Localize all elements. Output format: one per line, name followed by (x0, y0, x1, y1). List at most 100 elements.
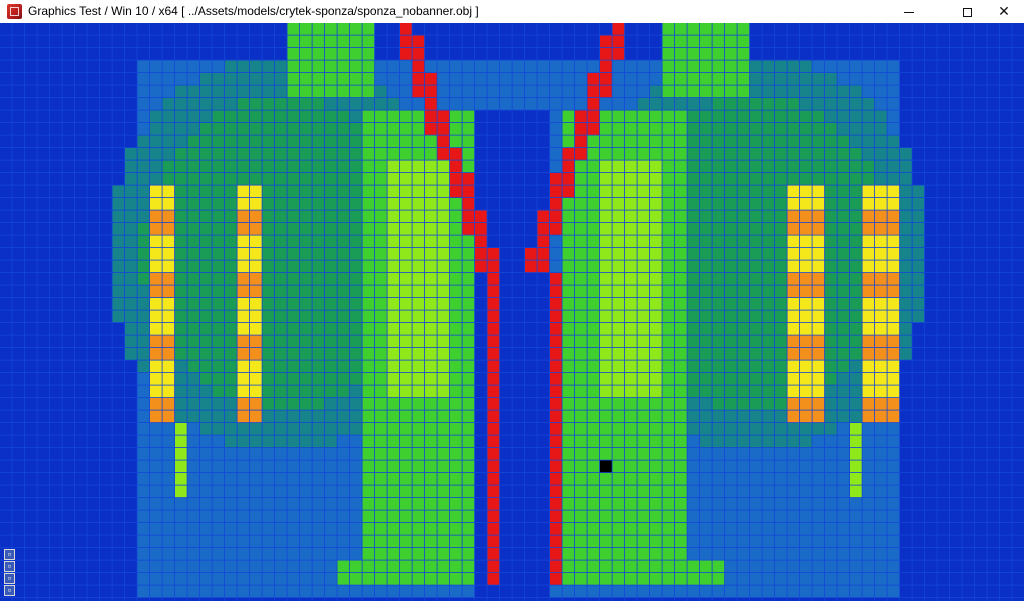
heatmap-cell (850, 348, 862, 360)
heatmap-cell (37, 173, 50, 185)
heatmap-cell (425, 335, 437, 348)
heatmap-cell (887, 198, 900, 210)
heatmap-cell (137, 298, 150, 310)
overlay-icon-1[interactable]: ▫ (4, 549, 15, 560)
heatmap-cell (150, 473, 162, 485)
heatmap-cell (212, 35, 225, 48)
heatmap-cell (50, 385, 62, 398)
heatmap-cell (75, 148, 87, 160)
heatmap-cell (737, 185, 750, 198)
heatmap-cell (175, 498, 187, 510)
heatmap-cell (0, 335, 12, 348)
heatmap-cell (62, 448, 75, 460)
heatmap-cell (537, 348, 550, 360)
heatmap-cell (812, 423, 825, 435)
heatmap-cell (1000, 573, 1012, 585)
heatmap-cell (850, 485, 862, 498)
heatmap-cell (237, 85, 250, 98)
heatmap-cell (37, 473, 50, 485)
heatmap-cell (550, 410, 562, 423)
heatmap-cell (112, 210, 125, 223)
heatmap-cell (525, 223, 537, 235)
heatmap-cell (437, 323, 450, 335)
heatmap-cell (637, 385, 650, 398)
close-button[interactable]: ✕ (981, 0, 1024, 23)
heatmap-cell (775, 73, 787, 85)
title-bar[interactable]: Graphics Test / Win 10 / x64 [ ../Assets… (0, 0, 1024, 24)
heatmap-cell (987, 598, 1000, 601)
heatmap-cell (875, 373, 887, 385)
heatmap-cell (12, 510, 25, 523)
heatmap-cell (50, 273, 62, 285)
heatmap-cell (575, 260, 587, 273)
heatmap-cell (462, 260, 475, 273)
heatmap-cell (1012, 485, 1024, 498)
heatmap-cell (37, 185, 50, 198)
heatmap-cell (612, 273, 625, 285)
heatmap-cell (487, 48, 500, 60)
heatmap-cell (175, 110, 187, 123)
heatmap-cell (675, 148, 687, 160)
heatmap-cell (825, 185, 837, 198)
heatmap-cell (637, 85, 650, 98)
heatmap-cell (975, 323, 987, 335)
heatmap-cell (287, 35, 300, 48)
heatmap-cell (637, 110, 650, 123)
heatmap-cell (862, 160, 875, 173)
heatmap-cell (0, 410, 12, 423)
heatmap-cell (1012, 110, 1024, 123)
overlay-icon-2[interactable]: ▫ (4, 561, 15, 572)
heatmap-cell (475, 235, 487, 248)
heatmap-cell (262, 423, 275, 435)
heatmap-cell (200, 485, 212, 498)
heatmap-cell (162, 560, 175, 573)
heatmap-cell (687, 373, 700, 385)
heatmap-cell (137, 260, 150, 273)
heatmap-cell (837, 398, 850, 410)
heatmap-cell (637, 460, 650, 473)
heatmap-cell (537, 460, 550, 473)
heatmap-cell (212, 385, 225, 398)
heatmap-cell (562, 423, 575, 435)
heatmap-cell (275, 185, 287, 198)
heatmap-cell (350, 185, 362, 198)
heatmap-cell (937, 110, 950, 123)
heatmap-cell (262, 460, 275, 473)
heatmap-cell (75, 185, 87, 198)
heatmap-cell (675, 135, 687, 148)
heatmap-cell (462, 423, 475, 435)
heatmap-cell (187, 48, 200, 60)
heatmap-cell (100, 335, 112, 348)
heatmap-cell (712, 110, 725, 123)
heatmap-cell (250, 198, 262, 210)
heatmap-cell (212, 473, 225, 485)
heatmap-cell (962, 48, 975, 60)
render-viewport[interactable]: ▫ ▫ ▫ ▫ (0, 23, 1024, 601)
heatmap-cell (825, 310, 837, 323)
heatmap-cell (37, 560, 50, 573)
heatmap-cell (662, 60, 675, 73)
heatmap-cell (350, 160, 362, 173)
heatmap-cell (150, 410, 162, 423)
heatmap-cell (1012, 273, 1024, 285)
overlay-icon-4[interactable]: ▫ (4, 585, 15, 596)
heatmap-cell (412, 335, 425, 348)
heatmap-cell (412, 373, 425, 385)
heatmap-cell (912, 73, 925, 85)
overlay-icon-3[interactable]: ▫ (4, 573, 15, 584)
heatmap-cell (462, 323, 475, 335)
minimize-button[interactable] (886, 0, 932, 23)
heatmap-cell (112, 310, 125, 323)
heatmap-cell (37, 535, 50, 548)
heatmap-cell (525, 198, 537, 210)
heatmap-cell (887, 385, 900, 398)
heatmap-cell (187, 560, 200, 573)
heatmap-cell (150, 560, 162, 573)
heatmap-cell (237, 173, 250, 185)
heatmap-cell (912, 260, 925, 273)
heatmap-cell (625, 160, 637, 173)
heatmap-cell (437, 210, 450, 223)
maximize-button[interactable] (944, 0, 990, 23)
heatmap-cell (875, 273, 887, 285)
heatmap-cell (337, 85, 350, 98)
